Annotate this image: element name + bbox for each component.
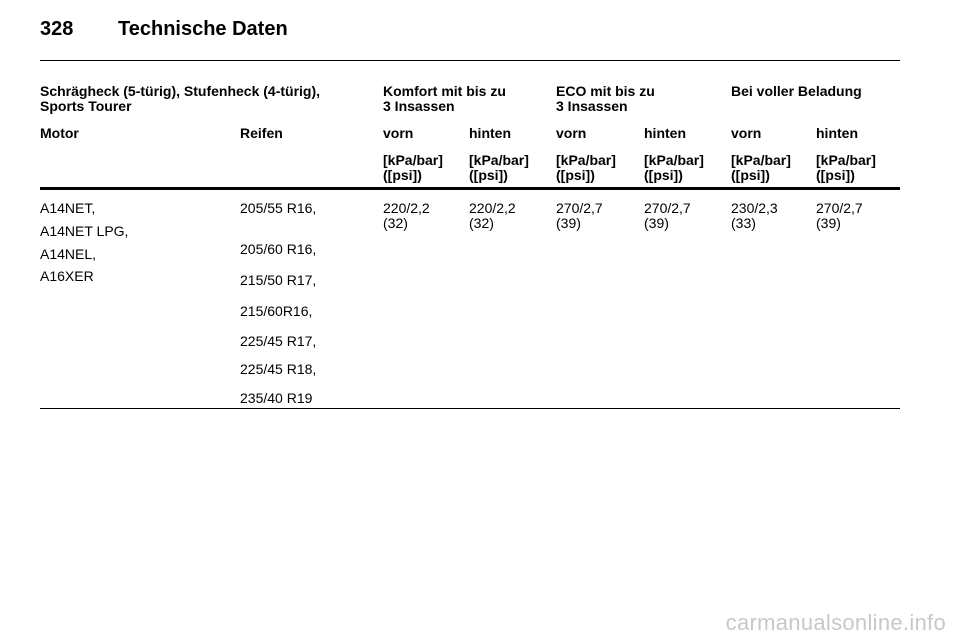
eco-front-header: vorn	[556, 125, 587, 141]
pressure-comfort-front: 220/2,2 (32)	[383, 200, 430, 231]
table-header-divider	[40, 187, 900, 190]
tyre-size: 205/55 R16,	[240, 200, 317, 216]
full-rear-header: hinten	[816, 125, 858, 141]
table-bottom-divider	[40, 408, 900, 409]
engine-code: A16XER	[40, 268, 94, 284]
page-number: 328	[40, 18, 74, 40]
comfort-rear-header: hinten	[469, 125, 511, 141]
unit-label: [kPa/bar] ([psi])	[383, 152, 443, 183]
vehicle-variants-header: Schrägheck (5-türig), Stufenheck (4-türi…	[40, 83, 321, 114]
pressure-comfort-rear: 220/2,2 (32)	[469, 200, 516, 231]
full-load-header: Bei voller Beladung	[731, 83, 862, 99]
unit-label: [kPa/bar] ([psi])	[644, 152, 704, 183]
engine-code: A14NET,	[40, 200, 96, 216]
full-front-header: vorn	[731, 125, 762, 141]
pressure-full-front: 230/2,3 (33)	[731, 200, 778, 231]
page-header: 328 Technische Daten	[40, 18, 920, 58]
motor-column-header: Motor	[40, 125, 79, 141]
header-divider	[40, 60, 900, 61]
watermark: carmanualsonline.info	[725, 610, 946, 635]
tyre-size: 225/45 R18,	[240, 361, 317, 377]
unit-label: [kPa/bar] ([psi])	[556, 152, 616, 183]
comfort-header: Komfort mit bis zu 3 Insassen	[383, 83, 506, 114]
tyre-size: 205/60 R16,	[240, 241, 317, 257]
comfort-front-header: vorn	[383, 125, 414, 141]
tyre-size: 225/45 R17,	[240, 333, 317, 349]
page-title: Technische Daten	[118, 18, 288, 40]
pressure-eco-rear: 270/2,7 (39)	[644, 200, 691, 231]
tyre-size: 215/60R16,	[240, 303, 313, 319]
unit-label: [kPa/bar] ([psi])	[469, 152, 529, 183]
eco-header: ECO mit bis zu 3 Insassen	[556, 83, 655, 114]
pressure-full-rear: 270/2,7 (39)	[816, 200, 863, 231]
engine-code: A14NET LPG,	[40, 223, 129, 239]
unit-label: [kPa/bar] ([psi])	[816, 152, 876, 183]
engine-code: A14NEL,	[40, 246, 97, 262]
tyres-column-header: Reifen	[240, 125, 283, 141]
tyre-size: 235/40 R19	[240, 390, 313, 406]
unit-label: [kPa/bar] ([psi])	[731, 152, 791, 183]
tyre-size: 215/50 R17,	[240, 272, 317, 288]
eco-rear-header: hinten	[644, 125, 686, 141]
pressure-eco-front: 270/2,7 (39)	[556, 200, 603, 231]
